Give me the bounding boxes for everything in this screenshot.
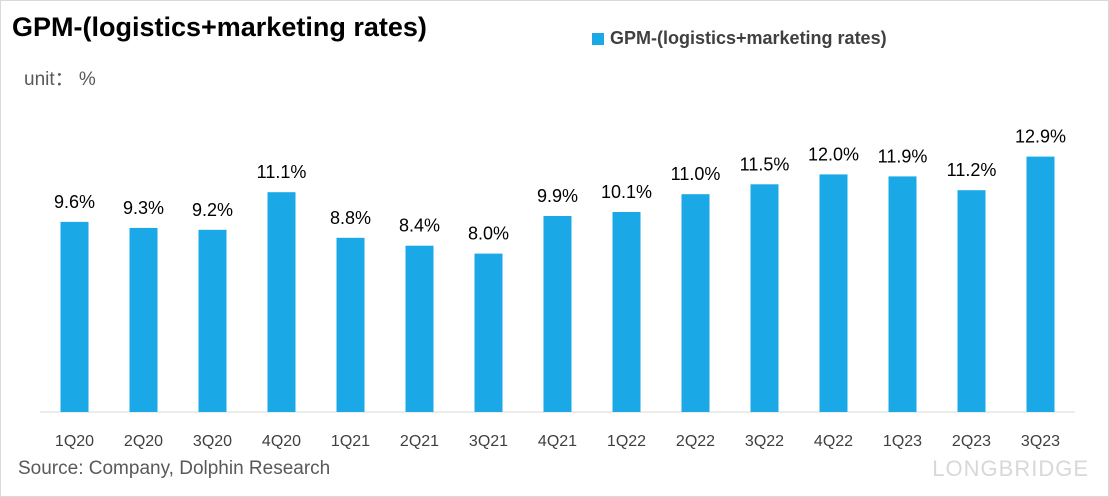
x-tick-label: 3Q21 — [469, 433, 508, 450]
bar-value-label: 11.0% — [671, 164, 721, 184]
chart-title: GPM-(logistics+marketing rates) — [12, 12, 427, 42]
bar-value-label: 9.9% — [537, 186, 578, 206]
bar-4Q21 — [543, 216, 572, 412]
x-tick-label: 3Q22 — [745, 433, 784, 450]
x-tick-label: 2Q21 — [400, 433, 439, 450]
bar-value-label: 9.3% — [123, 198, 164, 218]
bar-value-label: 12.0% — [808, 144, 859, 164]
bar-2Q23 — [957, 190, 986, 412]
legend: GPM-(logistics+marketing rates) — [592, 28, 887, 49]
x-tick-label: 3Q20 — [193, 433, 232, 450]
bar-value-label: 8.8% — [330, 208, 371, 228]
bar-3Q22 — [750, 184, 779, 412]
x-tick-label: 1Q21 — [331, 433, 370, 450]
x-tick-label: 1Q22 — [607, 433, 646, 450]
x-tick-label: 1Q23 — [883, 433, 922, 450]
bar-2Q20 — [129, 227, 158, 412]
bar-value-label: 11.1% — [257, 162, 307, 182]
unit-label: unit： % — [24, 69, 96, 90]
bar-value-label: 11.9% — [878, 146, 928, 166]
bar-3Q21 — [474, 253, 503, 412]
bar-1Q20 — [60, 221, 89, 412]
bar-value-label: 8.0% — [468, 224, 509, 244]
bar-4Q22 — [819, 174, 848, 412]
x-tick-label: 2Q23 — [952, 433, 991, 450]
bar-value-label: 11.5% — [740, 154, 790, 174]
x-tick-label: 4Q21 — [538, 433, 577, 450]
x-tick-label: 3Q23 — [1021, 433, 1060, 450]
bar-value-label: 10.1% — [601, 182, 652, 202]
bar-value-label: 9.6% — [54, 192, 95, 212]
bar-1Q22 — [612, 212, 641, 412]
x-tick-label: 1Q20 — [55, 433, 94, 450]
bars-group — [60, 156, 1055, 412]
bar-value-label: 8.4% — [399, 216, 440, 236]
bar-value-label: 12.9% — [1015, 127, 1066, 147]
x-tick-label: 4Q22 — [814, 433, 853, 450]
bar-3Q20 — [198, 229, 227, 412]
watermark-logo: LONGBRIDGE — [932, 456, 1089, 481]
bar-2Q22 — [681, 194, 710, 412]
x-tick-label: 4Q20 — [262, 433, 301, 450]
x-tick-label: 2Q20 — [124, 433, 163, 450]
bar-value-label: 9.2% — [192, 200, 233, 220]
bar-value-label: 11.2% — [947, 160, 997, 180]
bar-1Q21 — [336, 237, 365, 412]
bar-2Q21 — [405, 245, 434, 412]
bar-3Q23 — [1026, 156, 1055, 412]
x-tick-label: 2Q22 — [676, 433, 715, 450]
x-tick-labels-group: 1Q20 2Q20 3Q20 4Q20 1Q21 2Q21 3Q21 4Q21 1Q22 2Q22… — [55, 433, 1060, 450]
legend-label: GPM-(logistics+marketing rates) — [610, 28, 887, 48]
bar-labels-group: 9.6% 9.3% 9.2% 11.1% 8.8% 8.4% 8.0% 9.9% 10.1% 11… — [54, 127, 1066, 244]
bar-1Q23 — [888, 176, 917, 412]
bar-4Q20 — [267, 192, 296, 412]
legend-swatch — [592, 32, 604, 45]
source-note: Source: Company, Dolphin Research — [18, 458, 331, 479]
